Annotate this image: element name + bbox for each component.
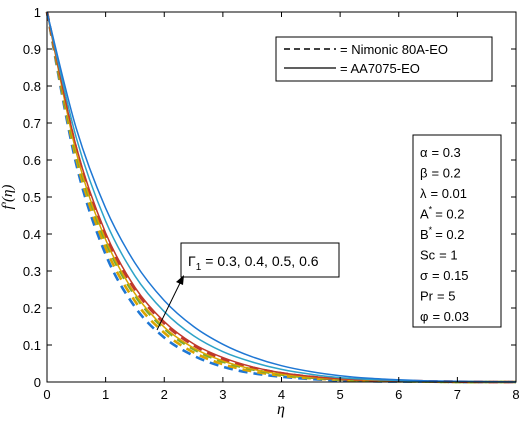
x-tick-layer: 0 1 2 3 4 5 6 7 8 (43, 12, 520, 402)
y-tick-label: 0.4 (23, 227, 41, 242)
parameter-symbol: Pr (420, 289, 434, 304)
parameter-value: = 0.3 (432, 145, 461, 160)
parameter-value: = 0.2 (435, 227, 464, 242)
legend-label-aa7075: = AA7075-EO (340, 61, 420, 76)
y-tick-label: 0.7 (23, 116, 41, 131)
parameter-value: = 1 (439, 248, 457, 263)
legend-box (275, 36, 493, 82)
parameter-symbol: B (420, 227, 429, 242)
x-tick-label: 3 (219, 387, 226, 402)
series-line-nimonic-1 (45, 11, 516, 384)
annotation-text: Γ1 = 0.3, 0.4, 0.5, 0.6 (188, 253, 319, 273)
x-axis-label: η (277, 401, 285, 418)
x-tick-label: 6 (395, 387, 402, 402)
x-tick-label: 5 (337, 387, 344, 402)
x-tick-label: 7 (454, 387, 461, 402)
parameter-value: = 0.03 (432, 309, 469, 324)
y-tick-layer: 0 0.1 0.2 0.3 0.4 0.5 0.6 0.7 0.8 0.9 1 (23, 5, 516, 390)
parameter-value: = 5 (437, 289, 455, 304)
parameter-superscript: * (429, 205, 433, 215)
series-line-aa7075-7 (46, 11, 517, 383)
parameter-symbol: σ (420, 268, 428, 283)
parameter-entry: β = 0.2 (420, 166, 461, 181)
legend-label-nimonic: = Nimonic 80A-EO (340, 42, 448, 57)
y-tick-label: 1 (34, 5, 41, 20)
parameter-symbol: α (420, 145, 428, 160)
x-tick-label: 8 (512, 387, 519, 402)
parameter-symbol: φ (420, 309, 428, 324)
annotation-box (180, 242, 340, 278)
y-tick-label: 0.5 (23, 190, 41, 205)
parameter-value: = 0.15 (432, 268, 469, 283)
y-tick-label: 0.1 (23, 338, 41, 353)
y-axis-label: f'(η) (0, 185, 16, 210)
gamma-annotation: Γ1 = 0.3, 0.4, 0.5, 0.6 (156, 242, 340, 331)
parameter-entry: Sc = 1 (420, 248, 458, 263)
parameter-symbol: A (420, 207, 429, 222)
y-tick-label: 0.9 (23, 42, 41, 57)
parameter-entry: φ = 0.03 (420, 309, 469, 324)
parameter-entry: λ = 0.01 (420, 186, 467, 201)
y-tick-label: 0.3 (23, 264, 41, 279)
parameter-value: = 0.2 (435, 207, 464, 222)
x-tick-label: 1 (102, 387, 109, 402)
x-tick-label: 0 (43, 387, 50, 402)
parameter-entry: σ = 0.15 (420, 268, 469, 283)
y-tick-label: 0.8 (23, 79, 41, 94)
parameter-symbol: λ (420, 186, 427, 201)
parameter-box-frame (412, 134, 502, 328)
parameter-value: = 0.01 (431, 186, 468, 201)
x-tick-label: 4 (278, 387, 285, 402)
parameter-entry: Pr = 5 (420, 289, 455, 304)
y-tick-label: 0 (34, 375, 41, 390)
parameter-entry: A* = 0.2 (420, 205, 464, 222)
y-tick-label: 0.6 (23, 153, 41, 168)
parameter-box: α = 0.3β = 0.2λ = 0.01A* = 0.2B* = 0.2Sc = 1σ =… (412, 134, 502, 328)
annotation-arrow-head (176, 275, 184, 285)
annotation-values: = 0.3, 0.4, 0.5, 0.6 (205, 253, 318, 269)
x-tick-label: 2 (161, 387, 168, 402)
parameter-symbol: Sc (420, 248, 436, 263)
y-tick-label: 0.2 (23, 301, 41, 316)
annotation-symbol: Γ (188, 253, 196, 269)
annotation-subscript: 1 (196, 262, 202, 273)
parameter-symbol: β (420, 166, 427, 181)
legend: = Nimonic 80A-EO = AA7075-EO (275, 36, 493, 82)
annotation-arrow (156, 280, 182, 331)
parameter-superscript: * (429, 225, 433, 235)
parameter-entry: α = 0.3 (420, 145, 461, 160)
parameter-entry: B* = 0.2 (420, 225, 464, 242)
parameter-value: = 0.2 (431, 166, 460, 181)
parameter-list: α = 0.3β = 0.2λ = 0.01A* = 0.2B* = 0.2Sc = 1σ =… (420, 145, 469, 324)
